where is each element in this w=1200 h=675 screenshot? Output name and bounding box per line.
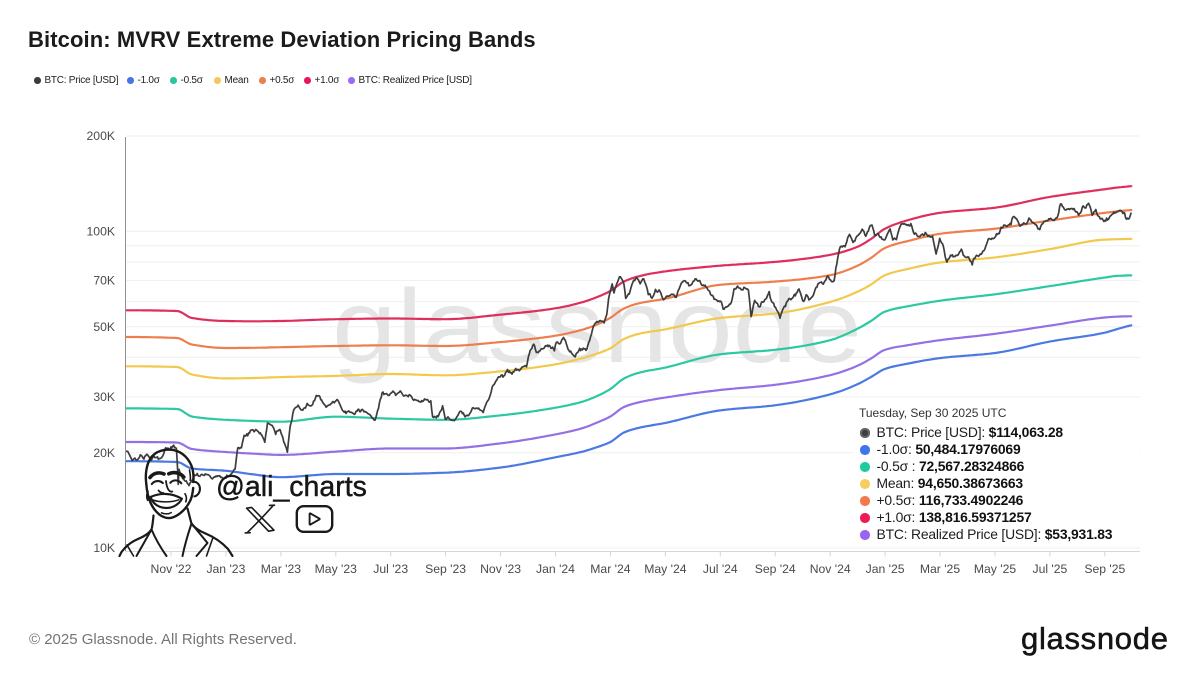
svg-text:Jan '25: Jan '25 — [866, 562, 905, 576]
svg-text:May '25: May '25 — [974, 562, 1017, 576]
svg-text:Jul '23: Jul '23 — [373, 562, 408, 576]
svg-text:Mar '23: Mar '23 — [261, 562, 301, 576]
svg-text:Jan '24: Jan '24 — [536, 562, 575, 576]
svg-text:Sep '23: Sep '23 — [425, 562, 466, 576]
svg-text:glassnode: glassnode — [332, 269, 862, 385]
svg-text:50K: 50K — [93, 320, 115, 334]
svg-text:Jul '24: Jul '24 — [703, 562, 738, 576]
svg-text:Jul '25: Jul '25 — [1032, 562, 1067, 576]
svg-text:Sep '25: Sep '25 — [1084, 562, 1125, 576]
svg-text:Mar '25: Mar '25 — [920, 562, 960, 576]
svg-text:100K: 100K — [87, 225, 115, 239]
svg-text:70K: 70K — [93, 274, 115, 288]
svg-text:Nov '22: Nov '22 — [151, 562, 192, 576]
svg-text:Nov '23: Nov '23 — [480, 562, 521, 576]
svg-text:May '23: May '23 — [315, 562, 358, 576]
svg-text:May '24: May '24 — [644, 562, 687, 576]
svg-text:Jan '23: Jan '23 — [206, 562, 245, 576]
svg-text:@ali_charts: @ali_charts — [216, 471, 367, 503]
svg-text:Mar '24: Mar '24 — [590, 562, 630, 576]
svg-text:Nov '24: Nov '24 — [810, 562, 851, 576]
svg-text:30K: 30K — [93, 390, 115, 404]
svg-text:200K: 200K — [87, 129, 115, 143]
svg-text:10K: 10K — [93, 541, 115, 555]
svg-text:20K: 20K — [93, 446, 115, 460]
svg-text:Sep '24: Sep '24 — [755, 562, 796, 576]
